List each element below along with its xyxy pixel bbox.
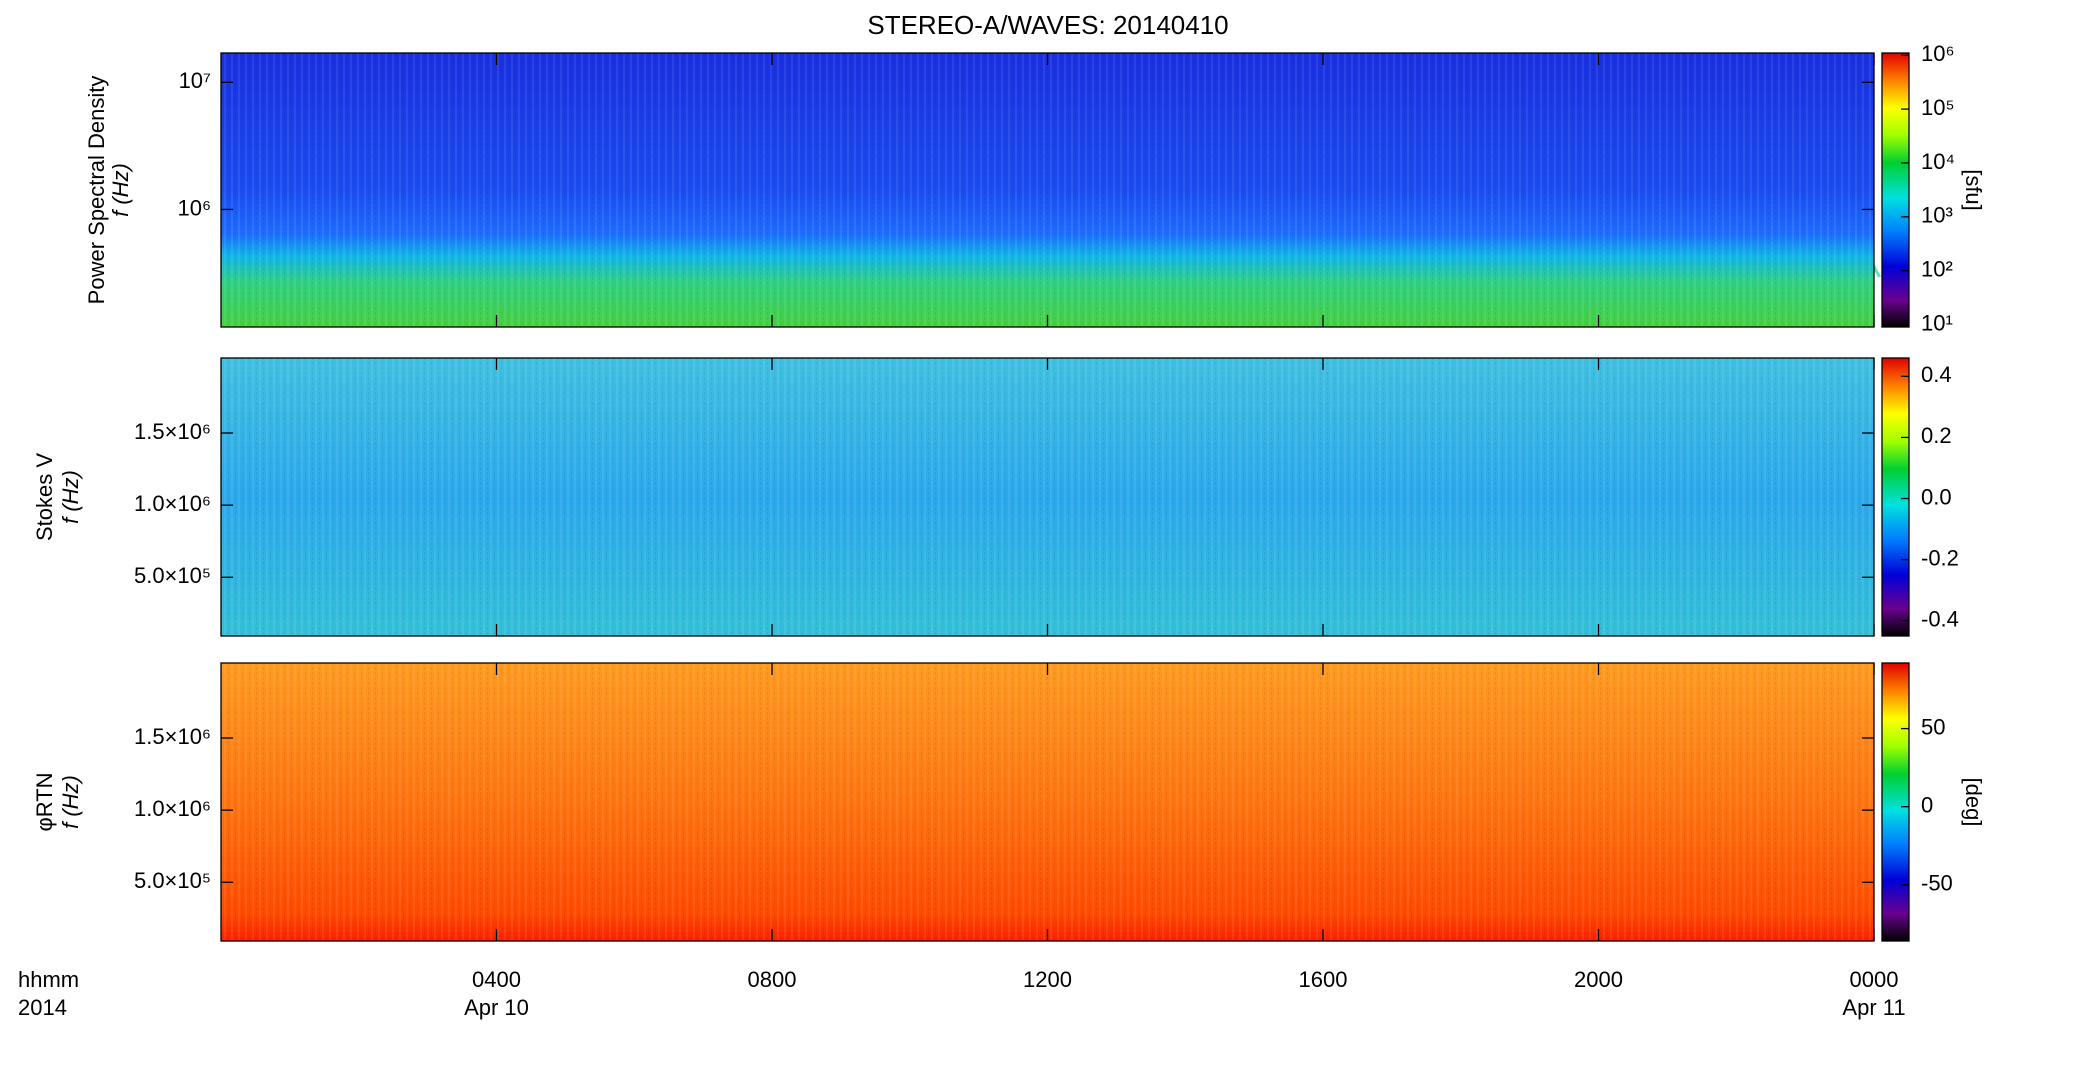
chart-title: STEREO-A/WAVES: 20140410: [867, 10, 1228, 40]
y-tick-label: 10⁷: [179, 68, 211, 93]
y-tick-label: 1.0×10⁶: [134, 796, 211, 821]
date-label: Apr 10: [464, 995, 529, 1020]
spectrogram-texture: [221, 53, 1874, 327]
colorbar-tick-label: -50: [1921, 871, 1953, 896]
colorbar-tick-label: -0.4: [1921, 607, 1959, 632]
y-tick-label: 1.5×10⁶: [134, 724, 211, 749]
y-label: f (Hz): [108, 163, 133, 217]
x-tick-label: 0400: [472, 967, 521, 992]
colorbar: [1881, 357, 1910, 637]
colorbar-tick-label: 0.0: [1921, 484, 1952, 509]
colorbar-tick-label: 10¹: [1921, 310, 1953, 335]
x-tick-label: 1600: [1299, 967, 1348, 992]
x-tick-label: 0800: [748, 967, 797, 992]
colorbar-label: [deg]: [1961, 778, 1986, 827]
y-label: Stokes V: [32, 453, 57, 541]
colorbar-tick-label: 10²: [1921, 256, 1953, 281]
colorbar-tick-label: 0.4: [1921, 362, 1952, 387]
colorbar: [1881, 662, 1910, 942]
colorbar-tick-label: 0.2: [1921, 423, 1952, 448]
colorbar-tick-label: -0.2: [1921, 545, 1959, 570]
x-label: 2014: [18, 995, 67, 1020]
spectrogram-texture: [221, 663, 1874, 941]
y-tick-label: 1.0×10⁶: [134, 491, 211, 516]
y-tick-label: 5.0×10⁵: [134, 868, 211, 893]
colorbar-label: [sfu]: [1961, 169, 1986, 211]
x-label: hhmm: [18, 967, 79, 992]
y-tick-label: 10⁶: [177, 195, 211, 220]
x-tick-label: 0000: [1850, 967, 1899, 992]
colorbar: [1881, 52, 1910, 328]
date-label: Apr 11: [1842, 995, 1905, 1020]
y-label: φRTN: [32, 772, 57, 831]
colorbar-tick-label: 10⁶: [1921, 41, 1955, 66]
y-label: Power Spectral Density: [84, 76, 109, 305]
y-tick-label: 5.0×10⁵: [134, 563, 211, 588]
x-tick-label: 1200: [1023, 967, 1072, 992]
colorbar-tick-label: 50: [1921, 714, 1945, 739]
colorbar-tick-label: 0: [1921, 792, 1933, 817]
x-tick-label: 2000: [1574, 967, 1623, 992]
colorbar-tick-label: 10⁵: [1921, 95, 1955, 120]
colorbar-tick-label: 10⁴: [1921, 149, 1955, 174]
y-label: f (Hz): [58, 775, 83, 829]
y-tick-label: 1.5×10⁶: [134, 419, 211, 444]
colorbar-tick-label: 10³: [1921, 203, 1953, 228]
y-label: f (Hz): [58, 470, 83, 524]
spectrogram-texture: [221, 358, 1874, 636]
